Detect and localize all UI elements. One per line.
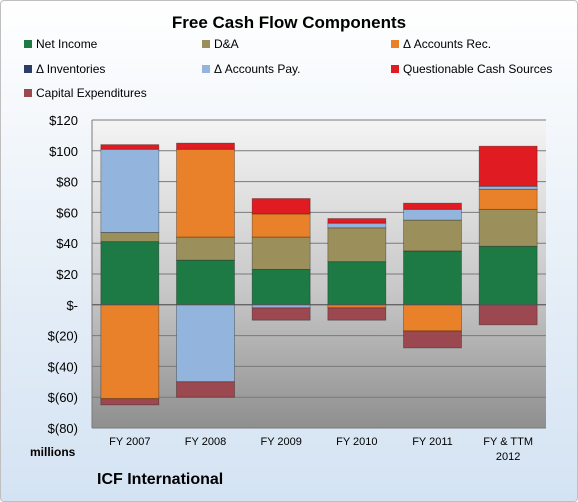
bar-segment	[176, 142, 235, 150]
bar-segment	[403, 330, 462, 349]
legend-item: Net Income	[24, 37, 97, 51]
bar-segment	[100, 144, 160, 150]
bar-segment	[251, 307, 311, 321]
bar-segment	[176, 381, 235, 398]
x-tick-label: FY 2010	[336, 436, 377, 448]
legend-label: Δ Accounts Pay.	[214, 62, 301, 76]
legend-label: Capital Expenditures	[36, 86, 147, 100]
x-tick-label: FY 2011	[412, 436, 453, 448]
y-tick-label: $100	[49, 144, 78, 159]
legend-label: Questionable Cash Sources	[403, 62, 553, 76]
legend-label: Net Income	[36, 37, 98, 51]
bar-segment	[327, 218, 387, 224]
bar-segment	[403, 208, 462, 221]
x-tick-label: FY 2009	[260, 436, 301, 448]
x-tick-label: FY 2007	[109, 436, 150, 448]
bar-segment	[478, 185, 538, 190]
bar-segment	[176, 259, 235, 306]
bar-segment	[100, 148, 160, 233]
legend-swatch	[24, 89, 32, 97]
y-tick-label: $(20)	[48, 329, 78, 344]
bar-segment	[327, 227, 387, 263]
legend-item: Δ Accounts Pay.	[202, 62, 301, 76]
legend-swatch	[24, 40, 32, 48]
bar-segment	[176, 148, 235, 238]
legend-item: Δ Inventories	[24, 62, 105, 76]
y-tick-label: $-	[66, 298, 78, 313]
bar-segment	[251, 236, 311, 270]
bar-segment	[100, 232, 160, 243]
legend-item: Δ Accounts Rec.	[391, 37, 491, 51]
y-tick-label: $120	[49, 113, 78, 128]
bar-segment	[327, 261, 387, 306]
legend-label: D&A	[214, 37, 239, 51]
legend-label: Δ Inventories	[36, 62, 106, 76]
legend-label: Δ Accounts Rec.	[403, 37, 492, 51]
company-name: ICF International	[97, 471, 224, 488]
x-tick-label: FY & TTM 2012	[483, 436, 533, 463]
bar-segment	[478, 188, 538, 210]
y-tick-label: $20	[56, 267, 78, 282]
bar-segment	[478, 304, 538, 326]
units-label: millions	[30, 445, 76, 459]
y-tick-label: $(60)	[48, 390, 78, 405]
y-tick-label: $(40)	[48, 359, 78, 374]
bar-segment	[403, 304, 462, 332]
bar-segment	[176, 304, 235, 383]
bar-segment	[100, 304, 160, 400]
legend-item: Questionable Cash Sources	[391, 62, 552, 76]
x-tick-label: FY 2008	[185, 436, 226, 448]
y-tick-label: $60	[56, 205, 78, 220]
legend-item: Capital Expenditures	[24, 86, 147, 100]
bar-segment	[176, 236, 235, 261]
legend-item: D&A	[202, 37, 239, 51]
legend-swatch	[391, 40, 399, 48]
bar-segment	[251, 198, 311, 215]
legend-swatch	[202, 40, 210, 48]
bar-segment	[478, 145, 538, 187]
bar-segment	[403, 202, 462, 210]
chart-title: Free Cash Flow Components	[171, 13, 407, 32]
bar-segment	[251, 268, 311, 306]
legend-swatch	[391, 65, 399, 73]
bar-segment	[403, 219, 462, 252]
y-tick-label: $40	[56, 236, 78, 251]
legend-swatch	[202, 65, 210, 73]
bar-segment	[478, 245, 538, 306]
legend-swatch	[24, 65, 32, 73]
bar-segment	[100, 241, 160, 306]
y-tick-label: $(80)	[48, 421, 78, 436]
bar-segment	[251, 213, 311, 238]
bar-segment	[327, 307, 387, 321]
bar-segment	[100, 398, 160, 406]
bar-segment	[327, 222, 387, 229]
y-tick-label: $80	[56, 175, 78, 190]
bar-segment	[478, 208, 538, 247]
bar-segment	[403, 250, 462, 306]
